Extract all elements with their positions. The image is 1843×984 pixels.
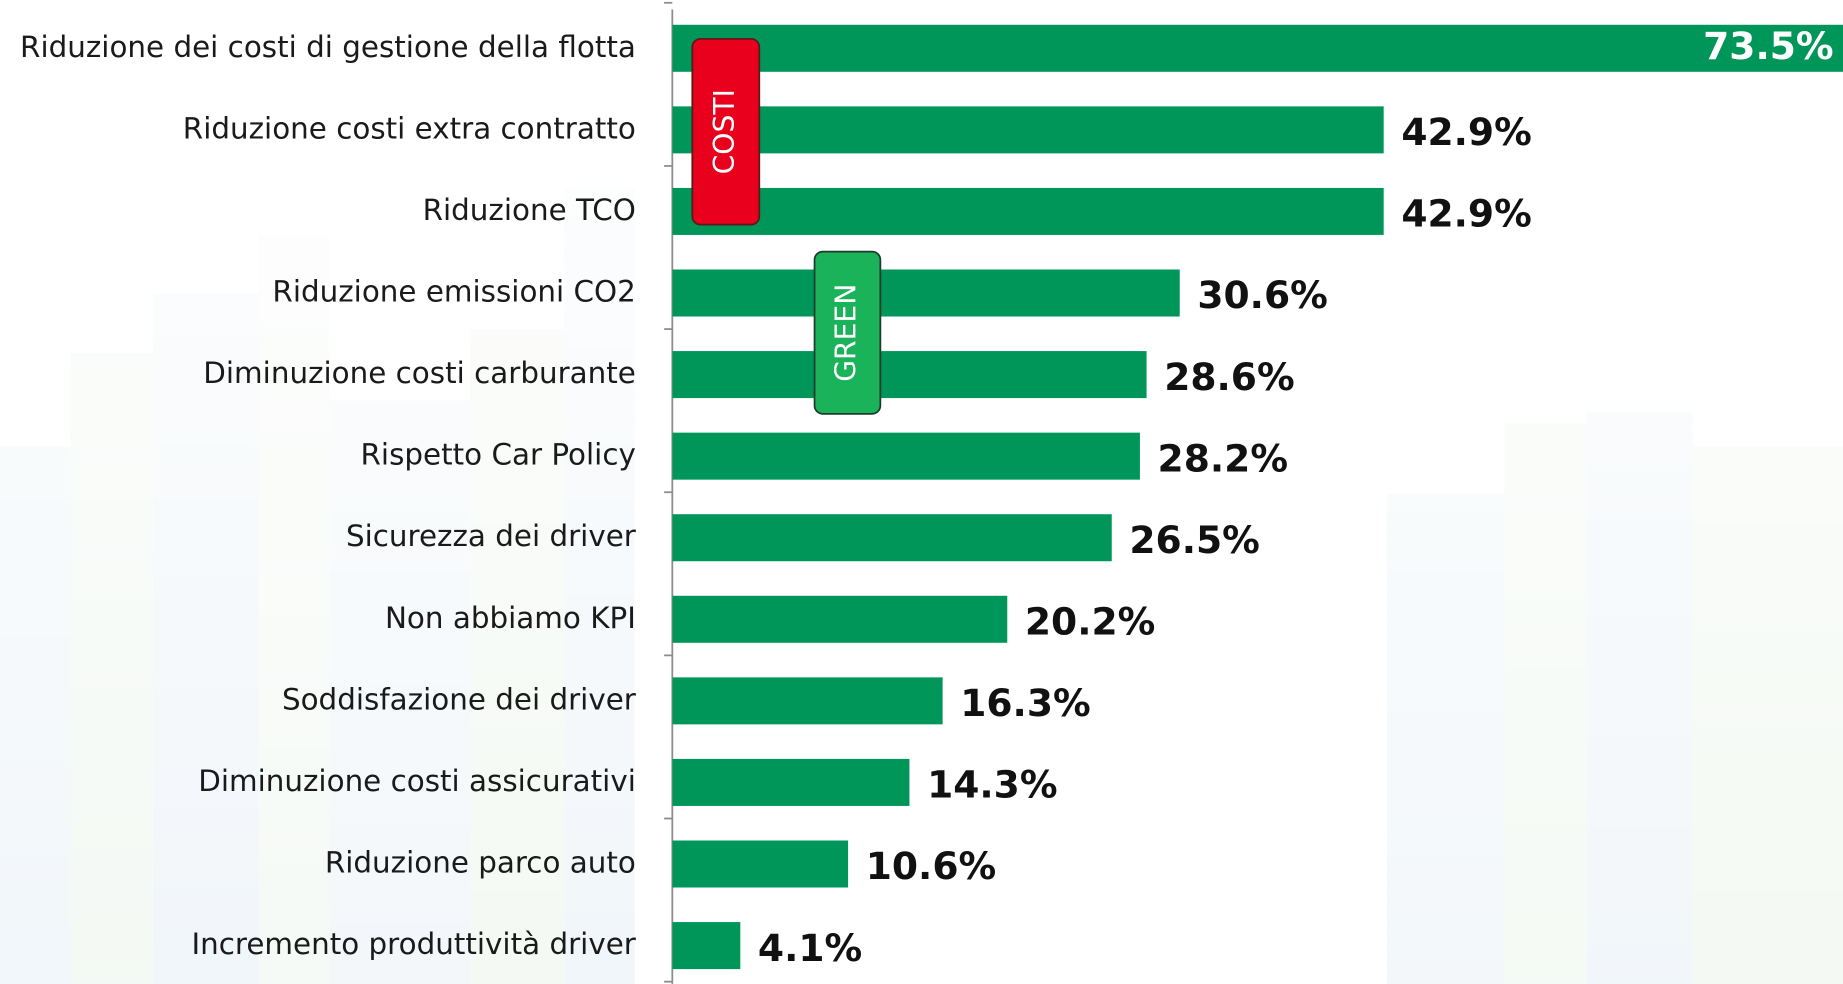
value-label: 16.3% xyxy=(960,681,1090,725)
category-label: Riduzione TCO xyxy=(423,193,636,227)
bar xyxy=(672,351,1147,399)
bar xyxy=(672,758,910,806)
bar xyxy=(672,24,1843,72)
category-label: Soddisfazione dei driver xyxy=(282,682,637,716)
bar xyxy=(672,514,1112,562)
bars xyxy=(672,24,1843,970)
value-label: 28.6% xyxy=(1164,355,1294,399)
annotation-box xyxy=(691,38,761,226)
category-label: Riduzione parco auto xyxy=(325,846,636,880)
value-label: 30.6% xyxy=(1197,273,1327,317)
category-label: Diminuzione costi carburante xyxy=(203,356,636,390)
value-label: 26.5% xyxy=(1129,518,1259,562)
bar xyxy=(672,922,741,970)
labels: Riduzione dei costi di gestione della fl… xyxy=(20,24,1834,970)
category-label: Sicurezza dei driver xyxy=(346,519,637,553)
category-label: Rispetto Car Policy xyxy=(361,438,636,472)
annotation-box xyxy=(813,250,882,415)
value-label: 42.9% xyxy=(1401,192,1531,236)
bar xyxy=(672,269,1180,317)
annotation-green: GREEN xyxy=(813,250,882,415)
value-label: 4.1% xyxy=(758,926,862,970)
annotation-costi: COSTI xyxy=(691,38,761,226)
annotation-text: COSTI xyxy=(708,89,741,174)
bar xyxy=(672,595,1008,643)
value-label: 42.9% xyxy=(1401,110,1531,154)
bar xyxy=(672,187,1384,235)
category-label: Riduzione dei costi di gestione della fl… xyxy=(20,30,636,64)
category-label: Non abbiamo KPI xyxy=(385,601,636,635)
value-label: 20.2% xyxy=(1025,599,1155,643)
category-label: Diminuzione costi assicurativi xyxy=(198,764,636,798)
axis-ticks xyxy=(664,1,673,983)
category-label: Incremento produttività driver xyxy=(191,927,636,961)
bar xyxy=(672,840,849,888)
value-label: 73.5% xyxy=(1703,24,1833,68)
annotation-text: GREEN xyxy=(829,284,862,382)
bar xyxy=(672,106,1384,154)
category-label: Riduzione costi extra contratto xyxy=(183,111,636,145)
value-label: 10.6% xyxy=(866,844,996,888)
value-label: 28.2% xyxy=(1158,436,1288,480)
category-label: Riduzione emissioni CO2 xyxy=(272,275,635,309)
value-label: 14.3% xyxy=(927,763,1057,807)
bar xyxy=(672,432,1140,480)
bar xyxy=(672,677,943,725)
